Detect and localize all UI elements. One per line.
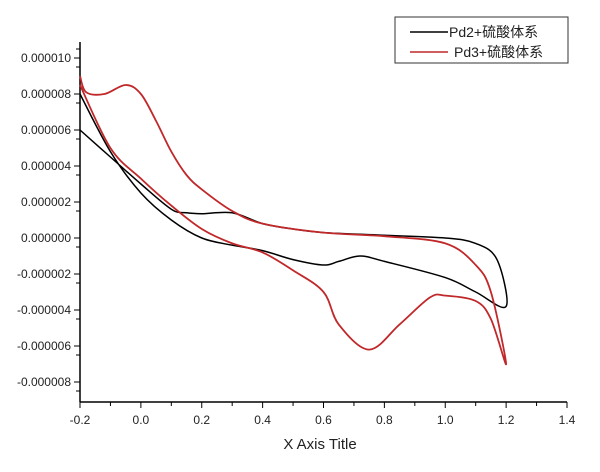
x-tick-label: 1.4 <box>559 413 576 427</box>
legend-label-pd2: Pd2+硫酸体系 <box>449 24 538 40</box>
legend: Pd2+硫酸体系 Pd3+硫酸体系 <box>394 16 569 64</box>
x-axis-title: X Axis Title <box>283 436 356 453</box>
x-tick-label: 0.6 <box>315 413 332 427</box>
x-tick-label: 1.0 <box>437 413 454 427</box>
axes: -0.2 0.0 0.2 0.4 0.6 0.8 1.0 1.2 1.4 0.000010 0.00… <box>17 42 576 427</box>
series-line-pd3 <box>79 75 507 365</box>
y-tick-label: 0.000008 <box>21 87 71 101</box>
x-tick-label: 0.8 <box>376 413 393 427</box>
y-tick-label: -0.000002 <box>17 267 71 281</box>
y-tick-label: -0.000008 <box>17 375 71 389</box>
x-tick-label: 0.0 <box>133 413 150 427</box>
x-tick-label: 0.2 <box>193 413 210 427</box>
y-tick-label: 0.000010 <box>21 51 71 65</box>
y-tick-label: -0.000006 <box>17 339 71 353</box>
curves <box>79 75 508 365</box>
x-tick-label: -0.2 <box>70 413 91 427</box>
y-tick-label: 0.000000 <box>21 231 71 245</box>
y-tick-label: 0.000004 <box>21 159 71 173</box>
x-tick-label: 0.4 <box>254 413 271 427</box>
x-tick-label: 1.2 <box>498 413 515 427</box>
y-tick-label: 0.000006 <box>21 123 71 137</box>
legend-label-pd3: Pd3+硫酸体系 <box>454 44 543 60</box>
y-tick-label: 0.000002 <box>21 195 71 209</box>
y-tick-label: -0.000004 <box>17 303 71 317</box>
legend-box <box>394 16 569 64</box>
series-line-pd2 <box>79 93 508 309</box>
